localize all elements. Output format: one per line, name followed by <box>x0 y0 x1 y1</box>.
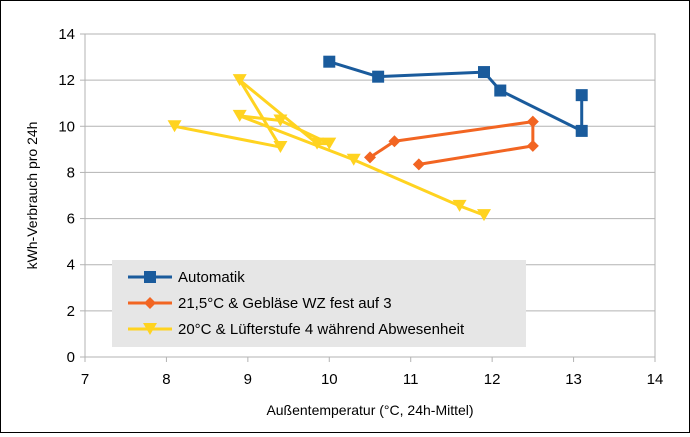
data-point-series-3 <box>167 120 182 133</box>
data-point-series-3 <box>322 137 337 150</box>
data-point-series-1 <box>575 124 588 137</box>
y-tick-label: 8 <box>67 164 75 181</box>
y-tick-label: 12 <box>58 72 75 89</box>
y-tick-label: 14 <box>58 26 75 43</box>
data-point-series-2 <box>388 135 401 148</box>
legend-swatch-marker-1 <box>144 271 156 283</box>
data-point-series-1 <box>575 89 588 102</box>
x-tick-label: 14 <box>647 371 664 388</box>
x-tick-label: 11 <box>403 371 419 388</box>
data-point-series-2 <box>412 158 425 171</box>
data-point-series-2 <box>526 115 539 128</box>
y-tick-label: 10 <box>58 118 75 135</box>
y-tick-label: 4 <box>67 257 75 274</box>
data-point-series-2 <box>526 139 539 152</box>
legend-label: 21,5°C & Gebläse WZ fest auf 3 <box>178 295 392 312</box>
data-point-series-1 <box>372 70 385 83</box>
data-point-series-1 <box>478 66 490 79</box>
data-point-series-3 <box>477 209 491 222</box>
data-point-series-3 <box>310 137 325 150</box>
y-tick-label: 6 <box>67 211 75 228</box>
y-axis-title: kWh-Verbrauch pro 24h <box>24 122 40 270</box>
data-point-series-1 <box>323 55 336 68</box>
legend <box>112 260 526 347</box>
data-point-series-3 <box>346 153 361 166</box>
y-tick-label: 2 <box>67 303 75 320</box>
legend-label: 20°C & Lüfterstufe 4 während Abwesenheit <box>178 321 465 338</box>
x-tick-label: 9 <box>244 371 252 388</box>
x-axis-title: Außentemperatur (°C, 24h-Mittel) <box>266 402 473 418</box>
data-point-series-3 <box>273 114 288 127</box>
data-point-series-1 <box>494 84 507 97</box>
series-line-3 <box>174 78 485 217</box>
x-tick-label: 7 <box>81 371 89 388</box>
x-tick-label: 8 <box>162 371 170 388</box>
data-point-series-3 <box>273 141 288 154</box>
legend-label: Automatik <box>178 269 245 286</box>
legend-swatch-marker-2 <box>144 297 156 309</box>
data-point-series-3 <box>232 74 247 87</box>
data-point-series-3 <box>452 199 467 212</box>
y-tick-label: 0 <box>67 349 75 366</box>
x-tick-label: 10 <box>321 371 338 388</box>
data-point-series-2 <box>364 151 376 164</box>
x-tick-label: 13 <box>565 371 582 388</box>
data-point-series-3 <box>232 109 247 122</box>
x-tick-label: 12 <box>484 371 501 388</box>
legend-swatch-marker-3 <box>143 323 157 335</box>
